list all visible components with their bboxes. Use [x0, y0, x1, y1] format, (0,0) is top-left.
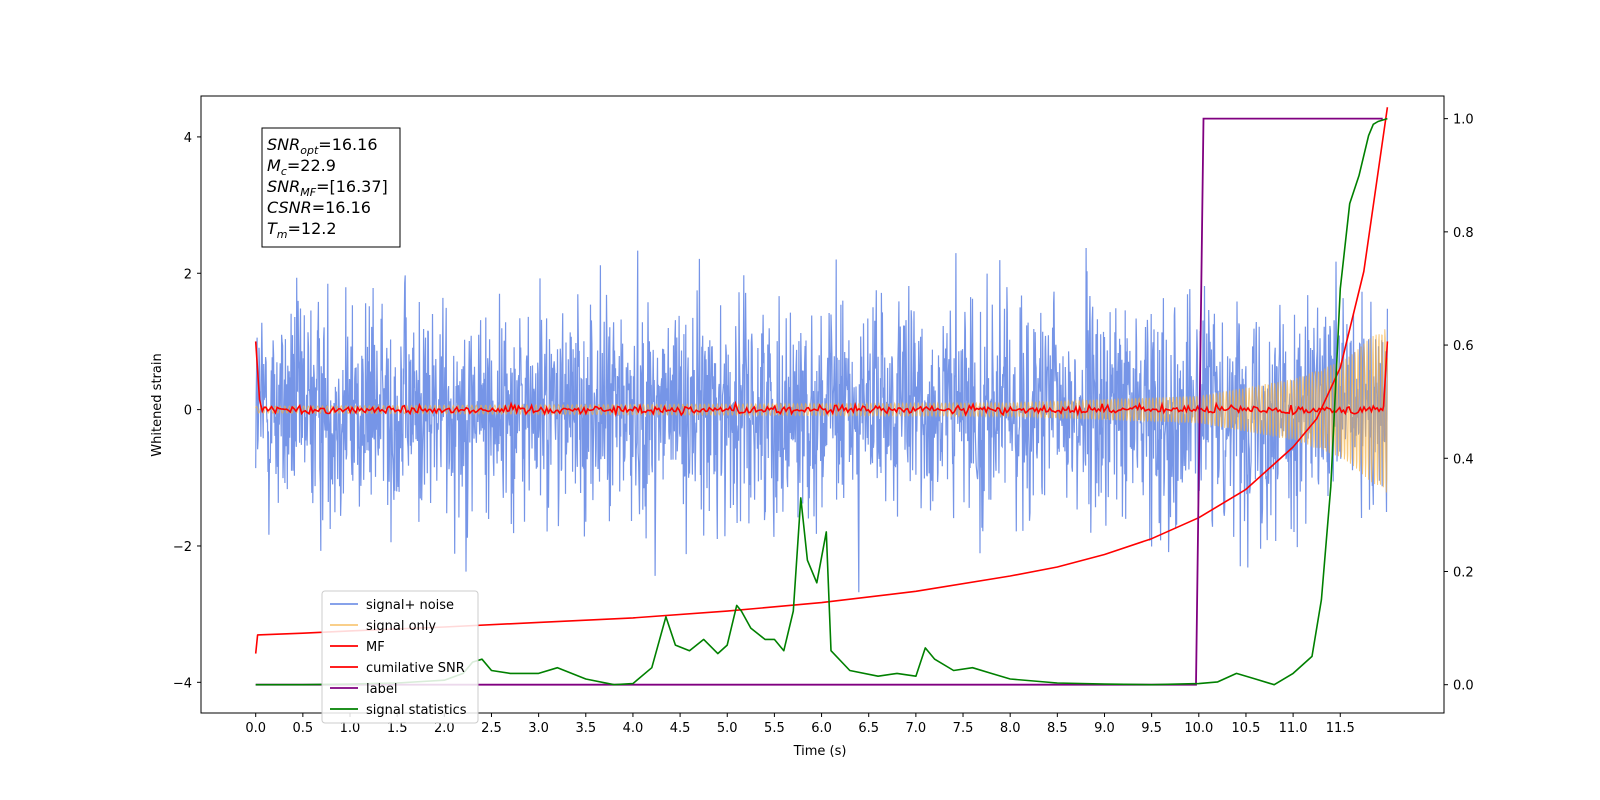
x-tick-label: 2.5 [481, 721, 502, 736]
x-tick-label: 5.0 [717, 721, 738, 736]
x-tick-label: 7.0 [906, 721, 927, 736]
info-row: Mc=22.9 [267, 156, 336, 178]
x-tick-label: 5.5 [764, 721, 785, 736]
legend-label: signal statistics [366, 703, 467, 718]
y-right-tick-label: 0.2 [1453, 565, 1474, 580]
x-tick-label: 4.0 [623, 721, 644, 736]
y-right-tick-label: 0.0 [1453, 679, 1474, 694]
y-right-tick-label: 0.6 [1453, 339, 1474, 354]
info-row: Tm=12.2 [267, 219, 337, 241]
legend: signal+ noise signal only MF cumilative SNR… [321, 590, 479, 724]
x-tick-label: 11.5 [1326, 721, 1355, 736]
y-right-tick-label: 0.8 [1453, 226, 1474, 241]
y-left-tick-label: −4 [173, 676, 192, 691]
x-tick-label: 9.5 [1141, 721, 1162, 736]
x-tick-label: 0.0 [245, 721, 266, 736]
x-tick-label: 10.0 [1184, 721, 1213, 736]
x-tick-label: 7.5 [953, 721, 974, 736]
y-axis-right: 0.0 0.2 0.4 0.6 0.8 1.0 [1444, 113, 1474, 694]
legend-frame [321, 590, 479, 724]
y-left-tick-label: 2 [184, 267, 192, 282]
info-row: SNRopt=16.16 [267, 135, 378, 157]
series-signal-statistics [255, 117, 1388, 686]
x-axis: 0.0 0.5 1.0 1.5 2.0 2.5 3.0 3.5 4.0 4.5 5.0 5.5 6.0 6… [245, 713, 1355, 736]
x-tick-label: 6.5 [858, 721, 879, 736]
x-tick-label: 8.0 [1000, 721, 1021, 736]
x-axis-title: Time (s) [793, 744, 847, 759]
x-tick-label: 1.0 [340, 721, 361, 736]
x-tick-label: 8.5 [1047, 721, 1068, 736]
legend-label: MF [366, 640, 385, 655]
y-left-tick-label: −2 [173, 540, 192, 555]
legend-label: signal only [366, 619, 436, 634]
x-tick-label: 2.0 [434, 721, 455, 736]
legend-label: cumilative SNR [366, 661, 465, 676]
y-right-tick-label: 0.4 [1453, 452, 1474, 467]
x-tick-label: 9.0 [1094, 721, 1115, 736]
legend-label: signal+ noise [366, 598, 454, 613]
info-row: CSNR=16.16 [267, 198, 371, 217]
series-signal-noise [255, 247, 1388, 593]
info-box: SNRopt=16.16Mc=22.9SNRMF=[16.37]CSNR=16.… [261, 127, 401, 248]
y-left-tick-label: 4 [184, 131, 192, 146]
series-label [255, 117, 1383, 686]
x-tick-label: 3.0 [528, 721, 549, 736]
series-mf [254, 341, 1389, 418]
y-left-tick-label: 0 [184, 404, 192, 419]
x-tick-label: 1.5 [387, 721, 408, 736]
plot-frame [200, 95, 1445, 714]
y-axis-left: −4 −2 0 2 4 [173, 131, 201, 691]
x-tick-label: 0.5 [293, 721, 314, 736]
x-tick-label: 11.0 [1279, 721, 1308, 736]
legend-label: label [366, 682, 397, 697]
info-row: SNRMF=[16.37] [267, 177, 388, 199]
x-tick-label: 4.5 [670, 721, 691, 736]
y-axis-title: Whitened strain [150, 353, 165, 456]
x-tick-label: 10.5 [1231, 721, 1260, 736]
x-tick-label: 3.5 [575, 721, 596, 736]
y-right-tick-label: 1.0 [1453, 113, 1474, 128]
info-box-frame [261, 127, 401, 248]
x-tick-label: 6.0 [811, 721, 832, 736]
